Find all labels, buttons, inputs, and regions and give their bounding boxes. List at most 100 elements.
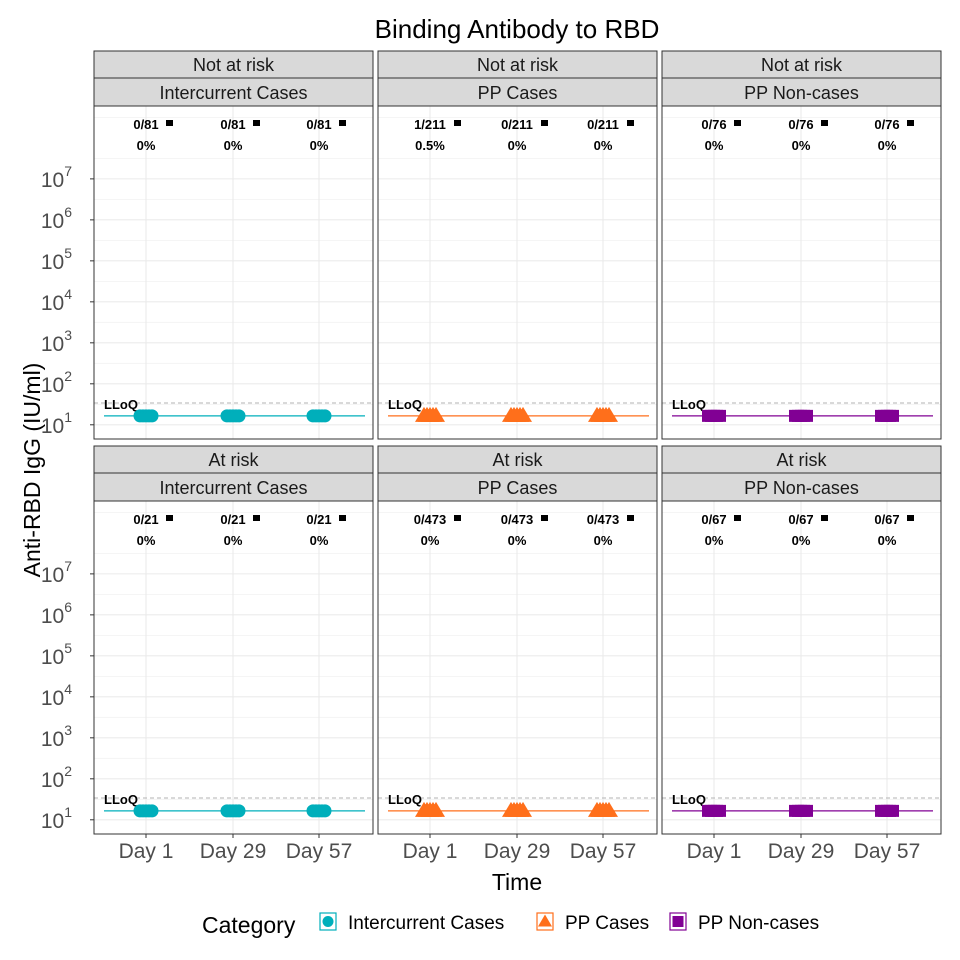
lloq-label: LLoQ [672,397,706,412]
data-point [714,804,726,817]
legend-item-intercurrent-cases: Intercurrent Cases [319,912,504,934]
annotation-bullet [339,120,346,126]
panel-border [661,105,942,440]
point-cluster-day-57 [306,804,332,818]
data-point [714,409,726,422]
annotation-bullet [734,515,741,521]
data-point [514,406,532,422]
point-cluster-day-29 [502,801,532,817]
annotation-count: 0/211 [501,117,533,132]
strip-risk-background [661,50,942,79]
annotation-percent: 0% [508,138,527,153]
annotation-bullet [541,515,548,521]
annotation-bullet [454,515,461,521]
annotation-percent: 0% [224,533,243,548]
data-point [514,801,532,817]
y-tick-label: 106 [41,599,72,628]
y-tick-label: 104 [41,286,72,315]
annotation-percent: 0% [137,138,156,153]
strip-group-label: PP Non-cases [744,478,859,498]
data-point [318,409,332,423]
strip-risk-label: Not at risk [477,55,559,75]
annotation-bullet [627,120,634,126]
y-tick-label: 105 [41,640,72,669]
legend-label: PP Non-cases [698,913,819,934]
x-tick-label: Day 29 [768,840,835,863]
point-cluster-day-1 [702,804,726,817]
data-point [801,804,813,817]
y-tick-label: 101 [41,804,72,833]
point-cluster-day-29 [789,409,813,422]
panel-at-risk-1: At risk PP Cases LLoQ 0/473 0% 0/473 0% 0/473 0% [377,445,658,835]
point-cluster-day-29 [789,804,813,817]
x-tick-label: Day 57 [854,840,921,863]
annotation-count: 0/67 [788,512,813,527]
point-cluster-day-1 [415,801,445,817]
lloq-label: LLoQ [104,397,138,412]
annotation-count: 0/473 [501,512,534,527]
strip-risk-label: At risk [776,450,827,470]
legend-title: Category [202,912,296,938]
x-tick-label: Day 29 [484,840,551,863]
annotation-count: 0/473 [414,512,447,527]
x-tick-label: Day 57 [286,840,353,863]
panel-not-at-risk-1: Not at risk PP Cases LLoQ 1/211 0.5% 0/211 0% 0… [377,50,658,440]
annotation-count: 0/67 [874,512,899,527]
point-cluster-day-57 [875,804,899,817]
x-tick-label: Day 29 [200,840,267,863]
annotation-count: 0/21 [306,512,331,527]
y-tick-label: 107 [41,558,72,587]
annotation-count: 0/76 [874,117,899,132]
point-cluster-day-1 [133,804,159,818]
annotation-percent: 0% [705,138,724,153]
strip-group-background [377,77,658,107]
annotation-percent: 0% [878,138,897,153]
y-axis-row-0: 101 102 103 104 105 106 107 [41,163,94,438]
y-tick-label: 106 [41,204,72,233]
panel-at-risk-0: At risk Intercurrent Cases LLoQ 0/21 0% 0/21 0… [93,445,374,835]
annotation-bullet [166,515,173,521]
annotation-percent: 0% [310,533,329,548]
lloq-label: LLoQ [672,792,706,807]
x-axis-col-0: Day 1 Day 29 Day 57 [119,834,353,863]
annotation-bullet [627,515,634,521]
data-point [887,804,899,817]
annotation-bullet [907,515,914,521]
x-tick-label: Day 1 [687,840,742,863]
y-tick-label: 103 [41,722,72,751]
annotation-percent: 0% [224,138,243,153]
data-point [318,804,332,818]
chart-title: Binding Antibody to RBD [375,14,660,44]
legend-item-pp-cases: PP Cases [536,912,649,934]
legend-triangle-icon [538,914,552,927]
strip-risk-label: At risk [208,450,259,470]
annotation-bullet [253,120,260,126]
strip-group-label: Intercurrent Cases [159,478,307,498]
lloq-label: LLoQ [104,792,138,807]
strip-group-label: PP Cases [478,83,558,103]
data-point [232,804,246,818]
annotation-percent: 0% [137,533,156,548]
point-cluster-day-57 [306,409,332,423]
y-axes-layer: 1011021031041051061071011021031041051061… [41,163,94,833]
y-tick-label: 104 [41,681,72,710]
annotation-count: 0/21 [220,512,245,527]
annotation-percent: 0% [421,533,440,548]
strip-risk-background [377,50,658,79]
y-tick-label: 105 [41,245,72,274]
annotation-bullet [734,120,741,126]
panel-at-risk-2: At risk PP Non-cases LLoQ 0/67 0% 0/67 0% 0/67 0… [661,445,942,835]
strip-risk-background [93,445,374,474]
legend-label: PP Cases [565,913,649,934]
annotation-count: 0/473 [587,512,620,527]
annotation-bullet [339,515,346,521]
strip-group-label: Intercurrent Cases [159,83,307,103]
panel-border [377,105,658,440]
strip-group-background [661,77,942,107]
data-point [145,804,159,818]
annotation-count: 0/76 [701,117,726,132]
annotation-bullet [454,120,461,126]
annotation-bullet [907,120,914,126]
annotation-percent: 0.5% [415,138,445,153]
